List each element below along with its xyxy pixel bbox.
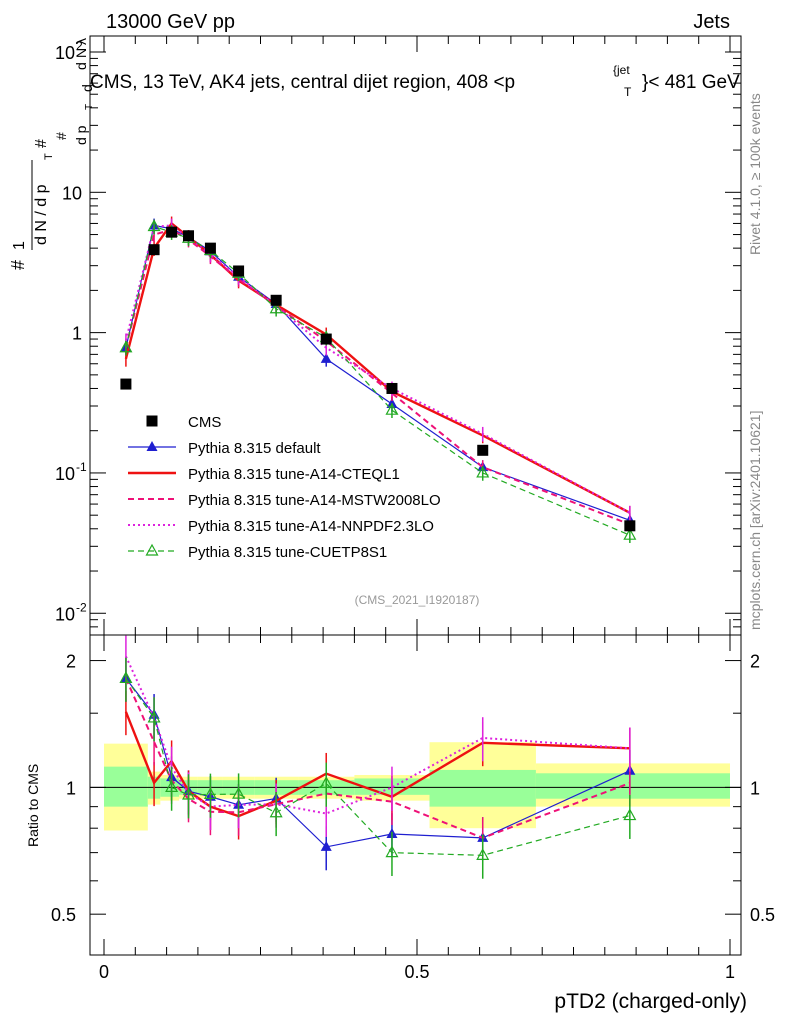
- x-axis-label: pTD2 (charged-only): [554, 990, 747, 1013]
- plot-title-sup: {jet: [613, 63, 630, 77]
- main-y-label: # 1 d N / d p T # # d p T d d N λ: [8, 38, 95, 270]
- y-tick-label: 10: [55, 464, 75, 484]
- data-point: [204, 242, 216, 254]
- svg-text:#: #: [33, 139, 50, 148]
- ratio-tick-label-right: 1: [750, 778, 760, 798]
- ratio-band-inner: [429, 769, 536, 807]
- data-point: [624, 520, 636, 532]
- x-tick-label: 0: [99, 962, 109, 982]
- data-point: [269, 805, 283, 818]
- main-series-group: [119, 216, 637, 543]
- ratio-series-group: [119, 635, 637, 879]
- ratio-tick-label-right: 2: [750, 652, 760, 672]
- data-point: [623, 808, 637, 821]
- header-process: 13000 GeV pp: [106, 11, 235, 33]
- plot-title: CMS, 13 TeV, AK4 jets, central dijet reg…: [90, 63, 740, 99]
- data-point: [476, 465, 490, 478]
- plot-title-sub: T: [624, 85, 632, 99]
- ratio-plot-frame: [89, 634, 742, 956]
- data-point: [120, 378, 132, 390]
- ratio-series-line: [124, 678, 631, 839]
- data-point: [320, 352, 332, 363]
- x-tick-label: 1: [725, 962, 735, 982]
- y-tick-label: 10: [55, 604, 75, 624]
- y-tick-label: 1: [72, 324, 82, 344]
- ratio-series-line: [125, 678, 631, 848]
- data-point: [320, 840, 332, 851]
- data-point: [148, 244, 160, 256]
- plot-title-main: CMS, 13 TeV, AK4 jets, central dijet reg…: [90, 72, 515, 93]
- legend-label: Pythia 8.315 tune-A14-MSTW2008LO: [188, 492, 441, 509]
- ratio-tick-label-right: 0.5: [750, 905, 775, 925]
- y-tick-label-exp: 2: [76, 39, 83, 53]
- ratio-y-label: Ratio to CMS: [25, 764, 41, 847]
- svg-text:1: 1: [11, 241, 28, 250]
- data-point: [386, 382, 398, 394]
- legend-label: Pythia 8.315 tune-CUETP8S1: [188, 544, 387, 561]
- y-tick-label: 10: [55, 43, 75, 63]
- legend-label: Pythia 8.315 tune-A14-NNPDF2.3LO: [188, 518, 434, 535]
- data-point: [269, 301, 283, 314]
- data-point: [203, 787, 217, 799]
- data-point: [270, 294, 282, 306]
- data-point: [147, 219, 161, 232]
- data-point: [146, 441, 158, 451]
- header-jets: Jets: [693, 11, 730, 33]
- svg-text:T: T: [43, 153, 55, 160]
- ratio-tick-label: 2: [66, 652, 76, 672]
- svg-text:λ: λ: [73, 38, 89, 45]
- svg-text:d p: d p: [73, 125, 89, 145]
- data-point: [119, 671, 133, 684]
- data-point: [233, 265, 245, 277]
- plot-title-tail: }< 481 GeV: [642, 72, 740, 93]
- data-point: [166, 226, 178, 238]
- svg-text:#: #: [53, 132, 69, 140]
- svg-text:#: #: [8, 260, 28, 270]
- ratio-series-line: [125, 678, 630, 856]
- y-tick-label-exp: -2: [76, 600, 87, 614]
- data-point: [476, 848, 490, 860]
- data-point: [119, 340, 133, 353]
- data-point: [232, 786, 246, 799]
- data-point: [183, 230, 195, 242]
- data-point: [385, 402, 399, 415]
- ratio-axis-ticks: 2 2 1 1 0.5 0.5: [51, 652, 775, 926]
- ratio-tick-label: 1: [66, 778, 76, 798]
- data-point: [477, 444, 489, 456]
- legend-label: Pythia 8.315 tune-A14-CTEQL1: [188, 466, 400, 483]
- svg-text:d N / d p: d N / d p: [33, 184, 50, 245]
- svg-text:N: N: [73, 48, 89, 58]
- data-point: [146, 415, 158, 427]
- analysis-label: (CMS_2021_I1920187): [355, 593, 480, 607]
- svg-text:d: d: [79, 84, 95, 92]
- data-point: [165, 780, 179, 792]
- y-tick-label-exp: -1: [76, 460, 87, 474]
- rivet-label: Rivet 4.1.0, ≥ 100k events: [747, 93, 763, 255]
- ratio-tick-label: 0.5: [51, 905, 76, 925]
- ratio-uncertainty-bands: [90, 742, 741, 831]
- legend-label: CMS: [188, 414, 221, 431]
- legend-label: Pythia 8.315 default: [188, 440, 321, 457]
- data-point: [147, 710, 161, 723]
- mcplots-label: mcplots.cern.ch [arXiv:2401.10621]: [747, 411, 763, 630]
- data-point: [623, 527, 637, 540]
- svg-text:d: d: [73, 62, 89, 70]
- ratio-band-inner: [535, 773, 730, 799]
- data-point: [181, 787, 196, 800]
- data-point: [385, 845, 399, 858]
- legend: CMS Pythia 8.315 default Pythia 8.315 tune…: [128, 414, 441, 561]
- data-point: [145, 543, 159, 556]
- y-tick-label: 10: [62, 183, 82, 203]
- data-point: [319, 776, 333, 788]
- x-axis-ticks: 0 0.5 1: [99, 36, 735, 982]
- data-point: [320, 333, 332, 345]
- x-tick-label: 0.5: [404, 962, 429, 982]
- ratio-band-inner: [104, 766, 148, 807]
